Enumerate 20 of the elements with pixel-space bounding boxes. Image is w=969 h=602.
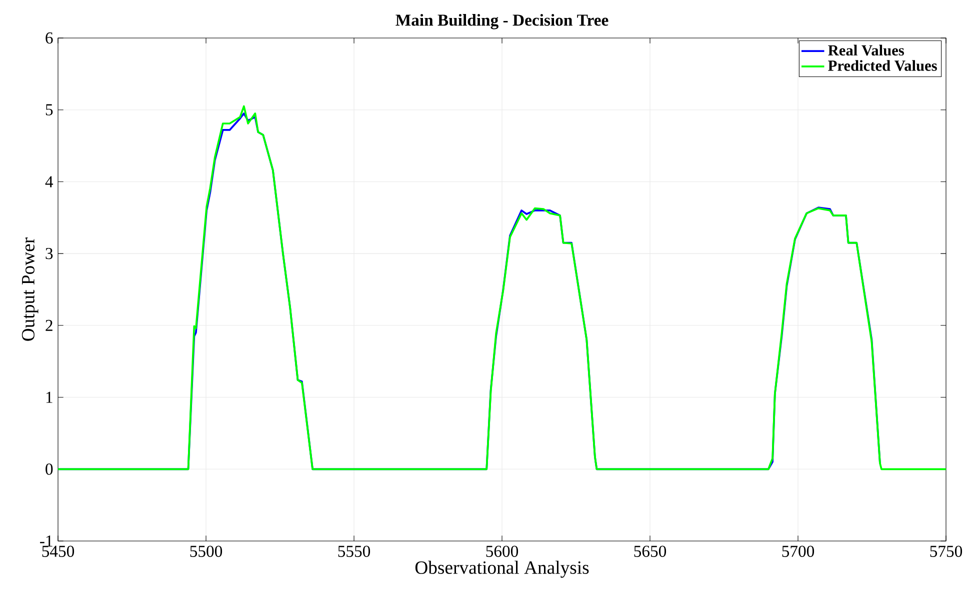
y-tick-label: 0 [46, 464, 53, 475]
x-tick-label: 5600 [486, 546, 518, 557]
x-tick-label: 5700 [782, 546, 814, 557]
x-tick-label: 5650 [634, 546, 666, 557]
y-tick-label: -1 [40, 535, 52, 546]
chart-title: Main Building - Decision Tree [396, 14, 608, 30]
y-axis-title: Output Power [22, 238, 38, 341]
y-tick-label: 2 [46, 320, 52, 331]
y-tick-label: 3 [46, 248, 53, 260]
y-tick-label: 4 [45, 176, 54, 188]
x-tick-label: 5450 [42, 546, 74, 557]
x-tick-label: 5550 [338, 546, 370, 557]
y-tick-label: 5 [46, 104, 53, 116]
y-tick-label: 6 [46, 32, 53, 44]
x-tick-label: 5750 [930, 546, 962, 557]
x-axis-title: Observational Analysis [415, 560, 589, 578]
legend-label: Predicted Values [828, 60, 937, 71]
x-tick-label: 5500 [190, 546, 222, 557]
y-tick-label: 1 [46, 392, 52, 403]
legend-label: Real Values [828, 44, 904, 56]
